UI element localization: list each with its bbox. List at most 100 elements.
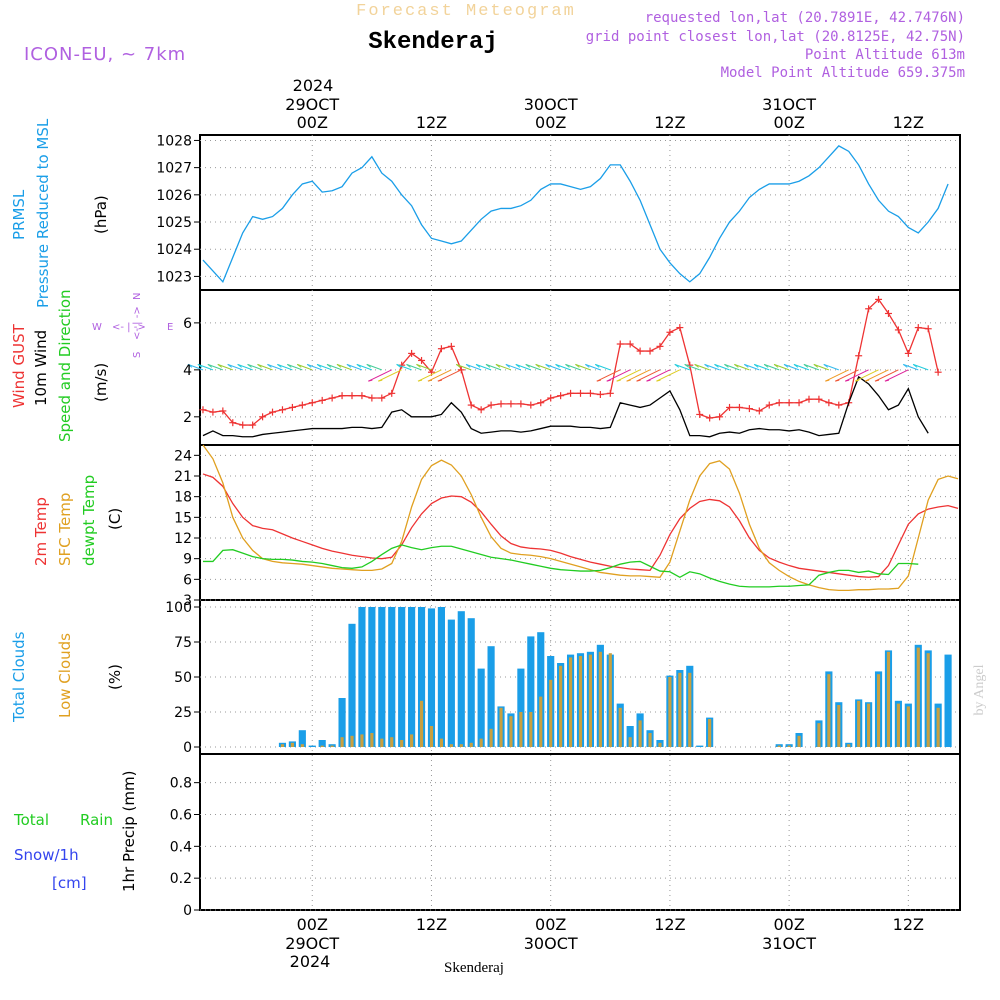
wind-direction-arrow bbox=[864, 379, 870, 382]
low-cloud-bar bbox=[837, 705, 841, 747]
wind-direction-arrow bbox=[545, 363, 550, 368]
wind-direction-arrow bbox=[427, 379, 433, 382]
wind-direction-arrow bbox=[406, 363, 422, 371]
low-cloud-bar bbox=[936, 707, 940, 747]
y-tick-label: 1028 bbox=[156, 133, 192, 149]
temp-2m-line bbox=[202, 473, 959, 578]
wind-direction-arrow bbox=[714, 363, 730, 371]
y-tick-label: 1023 bbox=[156, 269, 192, 285]
y-tick-label: 1026 bbox=[156, 188, 192, 204]
wind-direction-arrow bbox=[694, 363, 699, 368]
wind-direction-arrow bbox=[257, 363, 273, 371]
wind-direction-arrow bbox=[793, 363, 799, 368]
low-cloud-bar bbox=[857, 700, 861, 747]
total-cloud-bar bbox=[517, 668, 525, 747]
y-tick-label: 0.2 bbox=[170, 871, 192, 887]
top-date-label: 29OCT bbox=[285, 95, 339, 114]
total-cloud-bar bbox=[338, 698, 346, 747]
wind-direction-arrow bbox=[825, 379, 830, 382]
low-cloud-bar bbox=[340, 737, 344, 747]
low-cloud-bar bbox=[360, 734, 364, 747]
wind-direction-arrow bbox=[316, 363, 322, 368]
y-axes: 1023102410251026102710282463691215182124… bbox=[156, 133, 200, 919]
top-tick-label: 00Z bbox=[773, 113, 804, 132]
wind-speed-dir-label: Speed and Direction bbox=[56, 289, 74, 442]
wind-direction-arrow bbox=[207, 363, 213, 368]
wind-direction-arrow bbox=[813, 363, 830, 371]
total-cloud-bar bbox=[487, 646, 495, 747]
bottom-tick-label: 00Z bbox=[297, 915, 328, 934]
y-tick-label: 4 bbox=[183, 363, 192, 379]
wind-direction-arrow bbox=[594, 363, 600, 368]
wind-direction-arrow bbox=[237, 363, 242, 368]
top-tick-label: 00Z bbox=[535, 113, 566, 132]
wind-direction-arrow bbox=[684, 363, 700, 371]
y-tick-label: 100 bbox=[165, 600, 192, 616]
wind-direction-arrow bbox=[378, 369, 402, 382]
wind-direction-arrow bbox=[306, 363, 323, 371]
wind-direction-arrow bbox=[277, 363, 282, 368]
wind-direction-arrow bbox=[267, 363, 272, 368]
wind-direction-arrow bbox=[535, 363, 540, 368]
low-cloud-bar bbox=[578, 656, 583, 747]
total-cloud-bar bbox=[626, 726, 634, 747]
wind-direction-arrow bbox=[475, 363, 492, 371]
wind-direction-arrow bbox=[515, 363, 531, 371]
low-cloud-bar bbox=[847, 744, 851, 747]
wind-direction-arrow bbox=[803, 363, 809, 368]
grid-lines bbox=[200, 135, 960, 911]
wind-direction-arrow bbox=[913, 363, 929, 371]
low-cloud-bar bbox=[459, 744, 463, 747]
panel-frame-3 bbox=[199, 444, 961, 601]
low-cloud-bar bbox=[499, 707, 503, 747]
wind-direction-arrow bbox=[267, 363, 283, 371]
location-title: Skenderaj bbox=[368, 29, 498, 56]
total-cloud-bar bbox=[427, 608, 436, 747]
low-cloud-bar bbox=[419, 700, 424, 747]
wind-direction-arrow bbox=[835, 369, 859, 382]
low-cloud-bar bbox=[827, 674, 831, 747]
wind-direction-arrow bbox=[724, 363, 729, 368]
low-cloud-bar bbox=[797, 735, 801, 747]
low-cloud-bar bbox=[876, 674, 881, 747]
compass-e: E bbox=[167, 322, 173, 333]
meteogram-subtitle: Forecast Meteogram bbox=[356, 2, 576, 21]
y-tick-label: 0 bbox=[183, 903, 192, 919]
wind-direction-arrow bbox=[227, 363, 243, 371]
low-cloud-bar bbox=[688, 672, 692, 747]
gridpoint-coords: grid point closest lon,lat (20.8125E, 42… bbox=[586, 29, 965, 45]
low-cloud-bar bbox=[280, 744, 285, 747]
total-cloud-bar bbox=[368, 607, 376, 747]
low-cloud-bar bbox=[658, 742, 662, 747]
top-tick-label: 12Z bbox=[416, 113, 447, 132]
temp-labels: 2m Temp SFC Temp dewpt Temp (C) bbox=[32, 475, 124, 566]
wind-direction-arrow bbox=[197, 363, 214, 371]
wind-direction-arrow bbox=[763, 363, 769, 368]
wind-direction-arrow bbox=[417, 379, 423, 382]
y-tick-label: 0.4 bbox=[170, 839, 192, 855]
wind-direction-arrow bbox=[207, 363, 224, 371]
bottom-tick-label: 12Z bbox=[654, 915, 685, 934]
bottom-tick-label: 12Z bbox=[416, 915, 447, 934]
wind-direction-arrow bbox=[585, 363, 601, 371]
wind-direction-arrow bbox=[773, 363, 779, 368]
low-cloud-bar bbox=[598, 651, 602, 747]
total-cloud-bar bbox=[408, 607, 416, 747]
wind-direction-arrow bbox=[326, 363, 332, 368]
wind-direction-arrow bbox=[596, 369, 621, 382]
low-cloud-bar bbox=[549, 679, 553, 747]
low-cloud-bar bbox=[668, 677, 672, 747]
low-cloud-bar bbox=[539, 696, 543, 747]
compass-rose: N <- | -> S W <- | -> E bbox=[92, 293, 173, 358]
total-cloud-bar bbox=[696, 745, 704, 747]
wind-direction-arrow bbox=[674, 363, 690, 371]
wind-direction-arrow bbox=[656, 379, 661, 382]
wind-direction-arrow bbox=[187, 363, 193, 368]
total-cloud-bar bbox=[467, 618, 475, 747]
wind-direction-arrow bbox=[845, 379, 850, 382]
wind-direction-arrow bbox=[565, 363, 570, 368]
wind-direction-arrow bbox=[813, 363, 819, 368]
wind-direction-arrow bbox=[465, 363, 471, 368]
low-cloud-bar bbox=[469, 742, 473, 747]
